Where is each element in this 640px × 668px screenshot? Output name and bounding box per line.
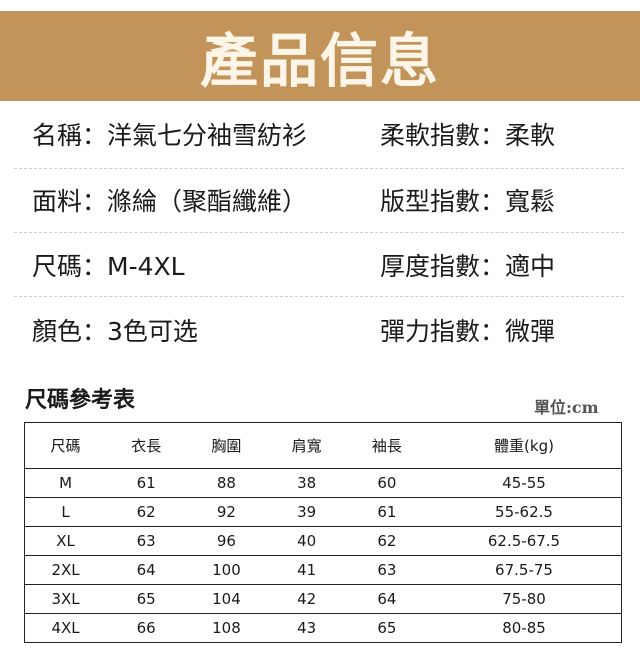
divider: [14, 232, 624, 233]
table-cell: 64: [346, 584, 428, 614]
table-cell: 39: [266, 497, 347, 527]
size-chart-table: 尺碼 衣長 胸圍 肩寬 袖長 體重(kg) M 61 88 38 60 45-55 L 62 92 39 61…: [24, 422, 622, 643]
table-cell: 63: [346, 555, 428, 585]
column-header: 衣長: [106, 422, 187, 469]
thickness-label: 厚度指數：: [380, 252, 506, 281]
elasticity-value: 微彈: [505, 317, 556, 346]
color-label: 顏色：: [32, 317, 108, 346]
table-cell: 67.5-75: [427, 555, 622, 585]
info-row-fabric: 面料：滌綸（聚酯纖維） 版型指數：寬鬆: [0, 170, 640, 234]
fit-value: 寬鬆: [505, 187, 556, 216]
table-row: L 62 92 39 61 55-62.5: [24, 497, 622, 527]
size-chart-title: 尺碼參考表: [25, 387, 136, 413]
table-cell: 62.5-67.5: [427, 526, 622, 556]
divider: [14, 296, 624, 297]
table-cell: 80-85: [427, 613, 622, 643]
size-chart-unit: 單位:cm: [534, 398, 599, 417]
table-cell: 104: [186, 584, 267, 614]
column-header: 袖長: [346, 422, 428, 469]
table-cell: XL: [24, 526, 107, 556]
table-cell: 55-62.5: [427, 497, 622, 527]
fabric-value: 滌綸（聚酯纖維）: [107, 187, 308, 216]
size-label: 尺碼：: [32, 252, 108, 281]
table-cell: 75-80: [427, 584, 622, 614]
table-cell: 4XL: [24, 613, 107, 643]
table-cell: 64: [106, 555, 187, 585]
table-cell: 88: [186, 468, 267, 498]
table-cell: 66: [106, 613, 187, 643]
table-cell: M: [24, 468, 107, 498]
table-row: XL 63 96 40 62 62.5-67.5: [24, 526, 622, 556]
table-cell: 41: [266, 555, 347, 585]
table-cell: 3XL: [24, 584, 107, 614]
table-cell: 42: [266, 584, 347, 614]
table-row: 3XL 65 104 42 64 75-80: [24, 584, 622, 614]
color-value: 3色可选: [107, 317, 198, 346]
info-row-color: 顏色：3色可选 彈力指數：微彈: [0, 300, 640, 364]
column-header: 體重(kg): [427, 422, 622, 469]
name-label: 名稱：: [32, 121, 108, 150]
table-cell: 40: [266, 526, 347, 556]
table-cell: 45-55: [427, 468, 622, 498]
table-cell: 62: [346, 526, 428, 556]
size-value: M-4XL: [107, 252, 185, 281]
info-row-name: 名稱：洋氣七分袖雪紡衫 柔軟指數：柔軟: [0, 104, 640, 168]
table-cell: 100: [186, 555, 267, 585]
table-cell: 38: [266, 468, 347, 498]
column-header: 尺碼: [24, 422, 107, 469]
table-cell: 61: [106, 468, 187, 498]
softness-value: 柔軟: [505, 121, 556, 150]
table-cell: 43: [266, 613, 347, 643]
fit-label: 版型指數：: [380, 187, 506, 216]
divider: [14, 168, 624, 169]
fabric-label: 面料：: [32, 187, 108, 216]
table-cell: 63: [106, 526, 187, 556]
table-cell: L: [24, 497, 107, 527]
banner: 產品信息: [0, 11, 640, 101]
softness-label: 柔軟指數：: [380, 121, 506, 150]
thickness-value: 適中: [505, 252, 556, 281]
table-cell: 61: [346, 497, 428, 527]
table-cell: 65: [346, 613, 428, 643]
table-cell: 2XL: [24, 555, 107, 585]
table-row: 4XL 66 108 43 65 80-85: [24, 613, 622, 643]
name-value: 洋氣七分袖雪紡衫: [107, 121, 308, 150]
column-header: 胸圍: [186, 422, 267, 469]
table-cell: 62: [106, 497, 187, 527]
table-row: M 61 88 38 60 45-55: [24, 468, 622, 498]
table-cell: 92: [186, 497, 267, 527]
table-cell: 108: [186, 613, 267, 643]
table-cell: 65: [106, 584, 187, 614]
table-cell: 60: [346, 468, 428, 498]
elasticity-label: 彈力指數：: [380, 317, 506, 346]
table-cell: 96: [186, 526, 267, 556]
table-header-row: 尺碼 衣長 胸圍 肩寬 袖長 體重(kg): [24, 422, 622, 469]
table-row: 2XL 64 100 41 63 67.5-75: [24, 555, 622, 585]
column-header: 肩寬: [266, 422, 347, 469]
banner-title: 產品信息: [199, 27, 440, 95]
info-row-size: 尺碼：M-4XL 厚度指數：適中: [0, 235, 640, 299]
